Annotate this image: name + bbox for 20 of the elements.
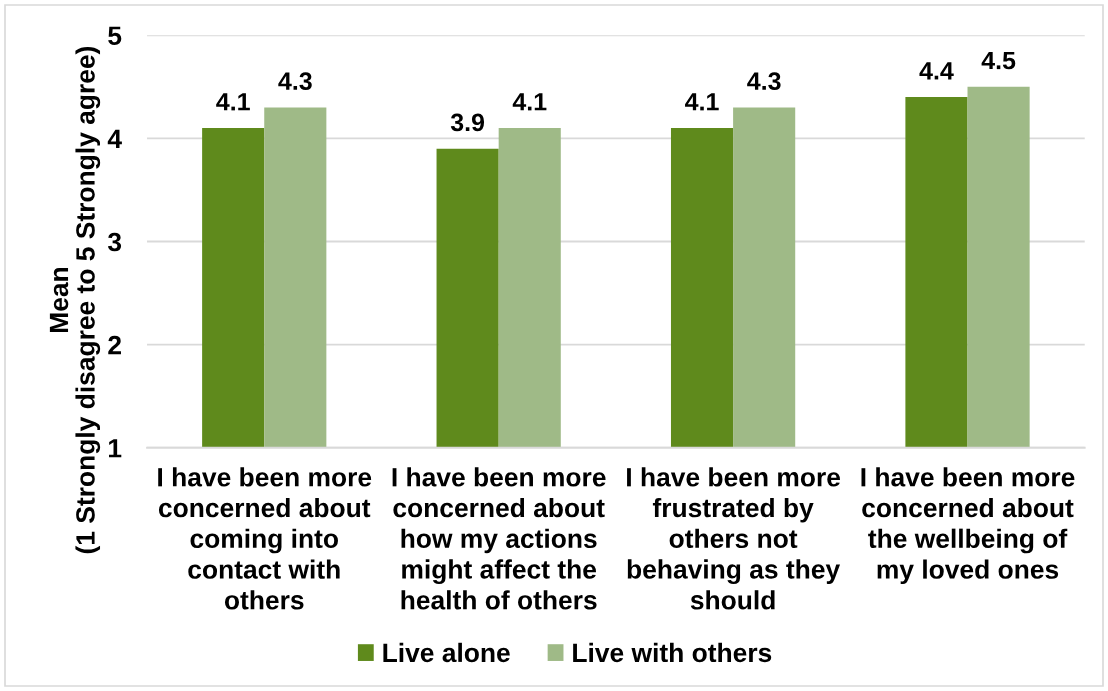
data-label: 3.9 [450, 113, 485, 132]
data-label: 4.1 [216, 93, 250, 111]
x-tick-label: I have been more frustrated by others not behaving as they should [627, 467, 841, 610]
legend-label: Live with others [573, 642, 772, 663]
x-tick-label: I have been more concerned about coming into contact with others [158, 467, 372, 610]
y-tick-label: 4 [107, 129, 122, 148]
x-tick-label: I have been more concerned about how my actions might affect the health of others [392, 467, 606, 610]
x-tick-label: I have been more concerned about the wellbeing of my loved ones [861, 467, 1075, 585]
data-label: 4.1 [685, 93, 719, 111]
y-tick-label: 1 [109, 439, 122, 458]
y-tick-label: 3 [107, 232, 122, 252]
data-label: 4.1 [512, 93, 547, 111]
data-label: 4.3 [747, 72, 781, 91]
y-axis-title: Mean (1 Strongly disagree to 5 Strongly agree) [49, 46, 101, 554]
y-tick-label: 5 [108, 26, 122, 46]
y-tick-label: 2 [108, 335, 121, 355]
legend-label: Live alone [383, 642, 510, 663]
data-label: 4.4 [919, 62, 954, 80]
data-label: 4.3 [278, 72, 312, 91]
data-label: 4.5 [981, 51, 1016, 70]
